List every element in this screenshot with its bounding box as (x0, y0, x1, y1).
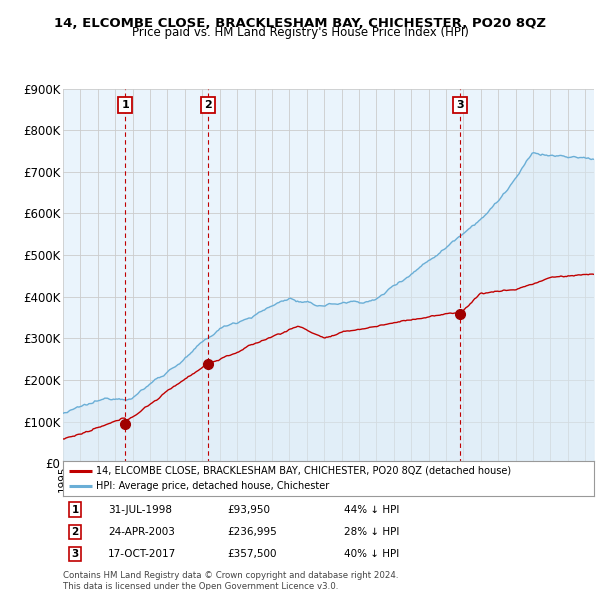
Text: 24-APR-2003: 24-APR-2003 (108, 527, 175, 537)
Text: 40% ↓ HPI: 40% ↓ HPI (344, 549, 400, 559)
Text: 3: 3 (456, 100, 464, 110)
Text: 44% ↓ HPI: 44% ↓ HPI (344, 504, 400, 514)
Text: £93,950: £93,950 (227, 504, 271, 514)
Text: £357,500: £357,500 (227, 549, 277, 559)
Text: 31-JUL-1998: 31-JUL-1998 (108, 504, 172, 514)
Text: £236,995: £236,995 (227, 527, 277, 537)
Text: 14, ELCOMBE CLOSE, BRACKLESHAM BAY, CHICHESTER, PO20 8QZ (detached house): 14, ELCOMBE CLOSE, BRACKLESHAM BAY, CHIC… (97, 466, 512, 476)
Text: 2: 2 (71, 527, 79, 537)
Text: 1: 1 (71, 504, 79, 514)
Text: 14, ELCOMBE CLOSE, BRACKLESHAM BAY, CHICHESTER, PO20 8QZ: 14, ELCOMBE CLOSE, BRACKLESHAM BAY, CHIC… (54, 17, 546, 30)
Text: 2: 2 (204, 100, 212, 110)
Text: HPI: Average price, detached house, Chichester: HPI: Average price, detached house, Chic… (97, 481, 330, 491)
Text: 17-OCT-2017: 17-OCT-2017 (108, 549, 176, 559)
Text: Contains HM Land Registry data © Crown copyright and database right 2024.
This d: Contains HM Land Registry data © Crown c… (63, 571, 398, 590)
Text: 3: 3 (71, 549, 79, 559)
Text: Price paid vs. HM Land Registry's House Price Index (HPI): Price paid vs. HM Land Registry's House … (131, 26, 469, 39)
Text: 28% ↓ HPI: 28% ↓ HPI (344, 527, 400, 537)
Text: 1: 1 (121, 100, 129, 110)
